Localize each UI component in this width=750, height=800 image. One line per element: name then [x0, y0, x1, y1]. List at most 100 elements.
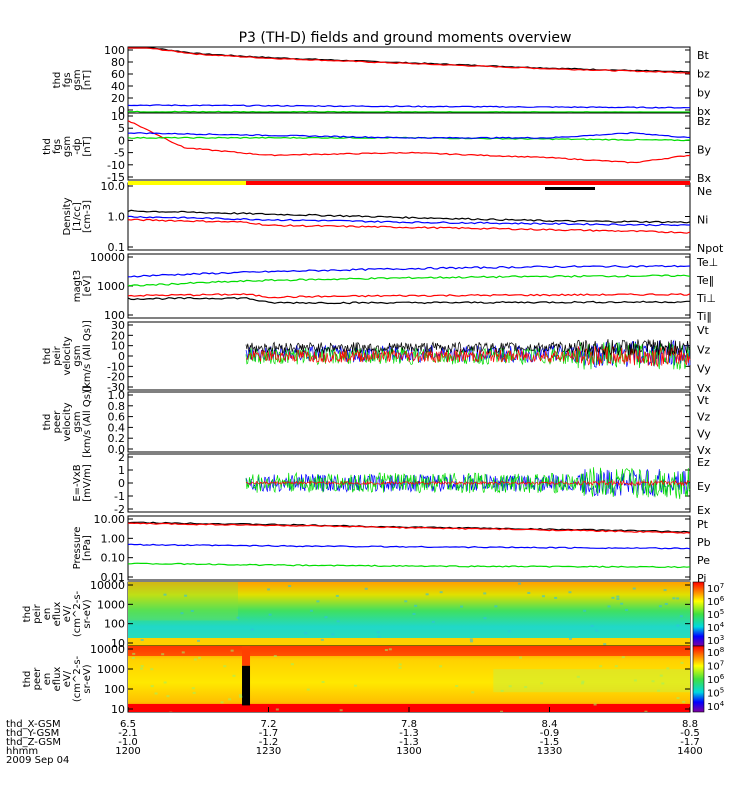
y-axis-label-line: eV/ — [62, 605, 73, 622]
legend-entry: Pe — [697, 554, 710, 567]
y-axis-label-line: peer — [32, 667, 43, 691]
noise-trace — [245, 467, 691, 500]
y-tick-label: 100 — [104, 618, 125, 631]
spectrogram-speckle — [364, 587, 368, 590]
spectrogram-speckle — [404, 600, 408, 603]
y-axis-label-line: en — [42, 673, 53, 686]
colorbar-tick-label: 108 — [707, 646, 724, 659]
spectrogram-speckle — [632, 587, 636, 590]
spectrogram-speckle — [191, 687, 195, 690]
y-axis-label-line: (cm^2-s- — [72, 590, 83, 637]
legend-entry: Ex — [697, 504, 711, 517]
spectrogram-speckle — [180, 612, 184, 615]
y-axis-label-line: Density — [62, 197, 73, 235]
x-axis-value: 7.8 — [401, 719, 417, 730]
colorbar-tick-label: 103 — [707, 634, 724, 647]
y-axis-label-line: [mV/m] — [82, 464, 93, 502]
colorbar-tick-label: 104 — [707, 621, 725, 634]
series-line-Npot — [127, 215, 690, 227]
spectrogram-speckle — [304, 632, 308, 635]
y-axis-label-line: gsm — [72, 411, 83, 432]
spectrogram-speckle — [494, 605, 498, 608]
spectrogram-speckle — [568, 591, 572, 594]
noise-trace — [245, 339, 691, 368]
y-tick-label: 10000 — [90, 643, 125, 656]
spectrogram-speckle — [569, 637, 573, 640]
x-axis-value: 1330 — [537, 746, 562, 757]
spectrogram-fill — [128, 582, 690, 646]
spectrogram-speckle — [306, 688, 310, 691]
colorbar-tick-label: 105 — [707, 687, 724, 700]
y-tick-label: 80 — [111, 56, 125, 69]
legend-entry: Vt — [697, 394, 710, 407]
y-tick-label: 0 — [118, 104, 125, 117]
spectrogram-speckle — [455, 685, 459, 688]
y-tick-label: 100 — [104, 309, 125, 322]
spectrogram-speckle — [166, 695, 170, 698]
spectrogram-speckle — [140, 638, 144, 641]
spectrogram-speckle — [483, 617, 487, 620]
x-axis-row-label: hhmm — [6, 746, 38, 757]
spectrogram-speckle — [163, 593, 167, 596]
spectrogram-speckle — [471, 691, 475, 694]
spectrogram-speckle — [507, 630, 511, 633]
y-tick-label: 1.0 — [108, 389, 126, 402]
y-axis-label-temperature: magt3 [eV] — [72, 270, 93, 303]
spectrogram-speckle — [607, 605, 611, 608]
y-axis-label-line: peir — [52, 345, 63, 365]
y-axis-label-line: velocity — [62, 402, 73, 441]
y-tick-label: -15 — [107, 171, 125, 184]
y-axis-label-line: [nT] — [82, 136, 93, 156]
x-axis-value: 1400 — [677, 746, 702, 757]
spectrogram-band — [128, 646, 690, 656]
y-axis-label-line: fgs — [52, 139, 63, 154]
colorbar-peir_en_eflux — [692, 581, 705, 647]
legend-entry: Vz — [697, 411, 711, 424]
spectrogram-speckle — [644, 710, 648, 712]
spectrogram-speckle — [220, 701, 224, 704]
spectrogram-speckle — [439, 591, 443, 594]
spectrogram-speckle — [614, 665, 618, 668]
legend-entry: bx — [697, 105, 711, 118]
spectrogram-speckle — [483, 592, 487, 595]
legend-entry: Ne — [697, 185, 712, 198]
x-axis-value: -1.5 — [540, 737, 560, 748]
y-tick-label: 0.10 — [101, 552, 126, 565]
x-axis-value: -1.7 — [259, 728, 279, 739]
y-tick-label: 1000 — [97, 598, 125, 611]
mode-bar-slow — [128, 181, 247, 185]
spectrogram-speckle — [554, 596, 558, 599]
y-tick-label: 60 — [111, 68, 125, 81]
series-line-Pb — [127, 522, 691, 534]
y-tick-label: 10000 — [90, 251, 125, 264]
legend-entry: Ey — [697, 480, 711, 493]
mode-bar-fast — [246, 181, 690, 185]
y-tick-label: 0.8 — [108, 400, 126, 413]
colorbar-tick-label: 106 — [707, 595, 725, 608]
spectrogram-speckle — [595, 629, 599, 632]
y-axis-label-line: sr-eV) — [82, 599, 93, 628]
spectrogram-speckle — [169, 711, 173, 712]
spectrogram-speckle — [316, 600, 320, 603]
legend-entry: bz — [697, 68, 710, 81]
panel-frame-efield — [127, 453, 691, 513]
series-line-Ni — [127, 209, 691, 224]
y-tick-label: 10 — [111, 703, 125, 716]
legend-entry: Npot — [697, 242, 724, 255]
legend-entry: Bt — [697, 49, 710, 62]
series-line-Bt — [128, 47, 691, 73]
spectrogram-speckle — [384, 649, 388, 652]
spectrogram-speckle — [679, 615, 683, 618]
y-axis-label-line: eflux — [52, 667, 63, 692]
x-axis-value: -1.7 — [680, 737, 700, 748]
legend-entry: by — [697, 86, 711, 99]
panel-frame-peer_velocity — [127, 391, 691, 453]
spectrogram-speckle — [398, 663, 402, 666]
y-tick-label: -2 — [114, 503, 125, 516]
colorbar-tick-label: 107 — [707, 582, 724, 595]
y-axis-label-line: thd — [42, 414, 53, 431]
y-tick-label: -5 — [114, 147, 125, 160]
series-line-Ne — [127, 218, 691, 234]
